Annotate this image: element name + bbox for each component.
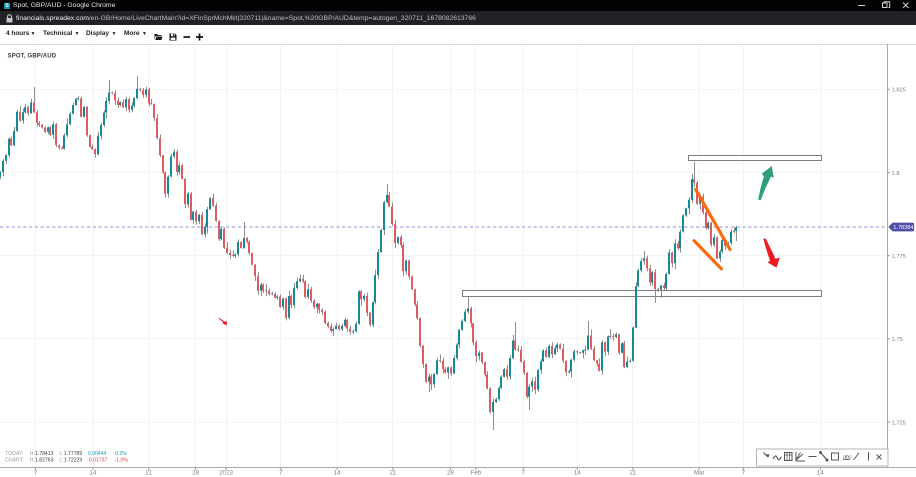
- svg-text:1.77789: 1.77789: [64, 451, 83, 457]
- svg-text:28: 28: [192, 470, 199, 477]
- svg-text:21: 21: [145, 470, 152, 477]
- svg-text:1.72229: 1.72229: [64, 458, 83, 464]
- svg-text:1.775: 1.775: [892, 254, 907, 260]
- svg-text:7: 7: [34, 470, 38, 477]
- svg-text:21: 21: [629, 470, 636, 477]
- svg-text:1.78384: 1.78384: [893, 225, 913, 231]
- svg-text:14: 14: [90, 470, 97, 477]
- svg-text:21: 21: [389, 470, 396, 477]
- svg-text:1.725: 1.725: [892, 420, 907, 426]
- svg-text:CHART:: CHART:: [5, 458, 23, 464]
- svg-text:1.8: 1.8: [892, 171, 900, 177]
- svg-text:abc: abc: [843, 455, 852, 461]
- svg-text:L:: L:: [59, 451, 63, 457]
- svg-text:H:: H:: [30, 458, 35, 464]
- svg-text:-0.01737: -0.01737: [87, 458, 107, 464]
- svg-text:14: 14: [817, 470, 824, 477]
- svg-text:7: 7: [279, 470, 283, 477]
- svg-text:1.825: 1.825: [892, 88, 907, 94]
- svg-text:14: 14: [334, 470, 341, 477]
- svg-text:14: 14: [574, 470, 581, 477]
- svg-text:1.78413: 1.78413: [35, 451, 54, 457]
- svg-text:H:: H:: [30, 451, 35, 457]
- svg-text:28: 28: [447, 470, 454, 477]
- svg-text:1.75: 1.75: [892, 337, 903, 343]
- svg-text:L:: L:: [59, 458, 63, 464]
- svg-text:1.82763: 1.82763: [35, 458, 54, 464]
- svg-text:-1.0%: -1.0%: [115, 458, 129, 464]
- svg-text:TODAY:: TODAY:: [5, 451, 23, 457]
- svg-text:0.2%: 0.2%: [115, 451, 127, 457]
- svg-text:7: 7: [742, 470, 746, 477]
- svg-text:SPOT, GBP/AUD: SPOT, GBP/AUD: [8, 53, 57, 59]
- svg-text:Mar: Mar: [694, 470, 705, 477]
- svg-text:7: 7: [521, 470, 525, 477]
- svg-text:Feb: Feb: [470, 470, 481, 477]
- svg-text:2023: 2023: [219, 470, 233, 477]
- svg-text:0.00444: 0.00444: [88, 451, 107, 457]
